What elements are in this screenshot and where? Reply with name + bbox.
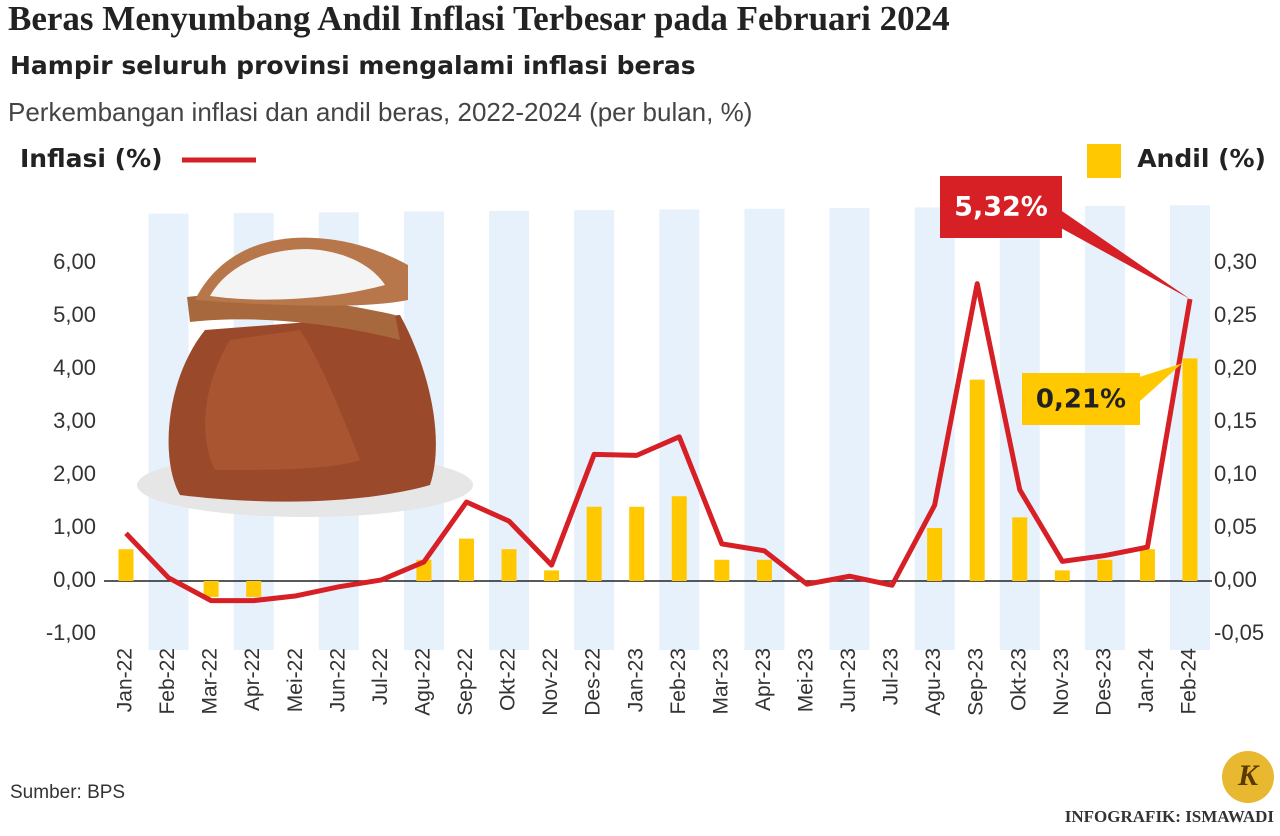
annotation-pointer [1130,363,1182,410]
x-tick-label: Feb-22 [156,648,179,715]
x-tick-label: Apr-23 [752,648,775,711]
bg-column [744,208,785,650]
y2-tick-label: 0,15 [1214,408,1257,433]
bar [1139,549,1155,581]
legend-swatch [1087,144,1121,178]
bar [246,581,262,597]
x-tick-label: Agu-23 [922,648,945,716]
x-tick-label: Mar-22 [199,648,222,715]
bar [714,559,730,581]
y-tick-label: 2,00 [53,461,96,486]
x-tick-label: Nov-23 [1050,648,1073,716]
annotation-box [1022,373,1140,425]
x-tick-label: Jul-23 [880,648,903,705]
x-tick-label: Agu-22 [411,648,434,716]
bg-column [829,208,870,651]
bar [1054,570,1070,581]
y2-tick-label: -0,05 [1214,620,1264,645]
y-tick-label: 1,00 [53,514,96,539]
annotation: 0,21% [1036,385,1126,415]
x-tick-label: Okt-23 [1007,648,1030,711]
y2-tick-label: 0,30 [1214,249,1257,274]
y2-tick-label: 0,20 [1214,355,1257,380]
bg-column [1084,205,1125,650]
credit: INFOGRAFIK: ISMAWADI [1065,807,1275,826]
y-tick-label: 5,00 [53,302,96,327]
y2-tick-label: 0,25 [1214,302,1257,327]
y-tick-label: -1,00 [46,620,96,645]
x-tick-label: Sep-22 [454,648,477,716]
annotation: 5,32% [954,192,1048,223]
y2-tick-label: 0,10 [1214,461,1257,486]
y-tick-label: 6,00 [53,249,96,274]
y-tick-label: 0,00 [53,567,96,592]
x-tick-label: Feb-23 [667,648,690,715]
chart-subtitle: Perkembangan inflasi dan andil beras, 20… [8,97,752,127]
x-tick-label: Feb-24 [1178,648,1201,715]
logo-text: K [1237,759,1260,792]
bar [1182,358,1198,581]
bar [927,528,943,581]
x-tick-label: Des-23 [1092,648,1115,716]
line [124,281,1193,604]
x-tick-label: Sep-23 [965,648,988,716]
x-tick-label: Jan-23 [624,648,647,712]
bg-column [574,210,615,650]
rice-sack [137,237,473,517]
bar [458,538,474,581]
y2-tick-label: 0,05 [1214,514,1257,539]
legend-label: Andil (%) [1137,144,1266,173]
bar [586,506,602,581]
bar [1012,517,1028,581]
title: Beras Menyumbang Andil Inflasi Terbesar … [8,0,950,38]
bar [671,496,687,581]
logo: K [1222,751,1274,803]
bar [969,379,985,581]
y-tick-label: 3,00 [53,408,96,433]
y-tick-label: 4,00 [53,355,96,380]
bar [501,549,517,581]
bar [1097,559,1113,581]
bg-column [659,209,700,650]
x-tick-label: Mei-22 [284,648,307,712]
x-tick-label: Nov-22 [539,648,562,716]
x-tick-label: Jan-22 [114,648,137,712]
x-tick-label: Jan-24 [1135,648,1158,713]
bar [203,581,219,597]
bar [544,570,560,581]
x-tick-label: Jul-22 [369,648,392,705]
x-tick-label: Jun-22 [326,648,349,712]
bar [756,559,772,581]
subtitle: Hampir seluruh provinsi mengalami inflas… [10,51,696,80]
x-tick-label: Okt-22 [497,648,520,711]
x-tick-label: Apr-22 [241,648,264,711]
annotation-pointer [1040,196,1190,300]
legend-label: Inflasi (%) [20,144,163,173]
bar [629,506,645,581]
annotation-box [940,176,1062,238]
x-tick-label: Des-22 [582,648,605,716]
bar [118,549,134,581]
x-tick-label: Jun-23 [837,648,860,712]
x-tick-label: Mar-23 [709,648,732,715]
x-tick-label: Mei-23 [795,648,818,712]
source: Sumber: BPS [10,782,125,803]
y2-tick-label: 0,00 [1214,567,1257,592]
bg-column [489,210,530,650]
